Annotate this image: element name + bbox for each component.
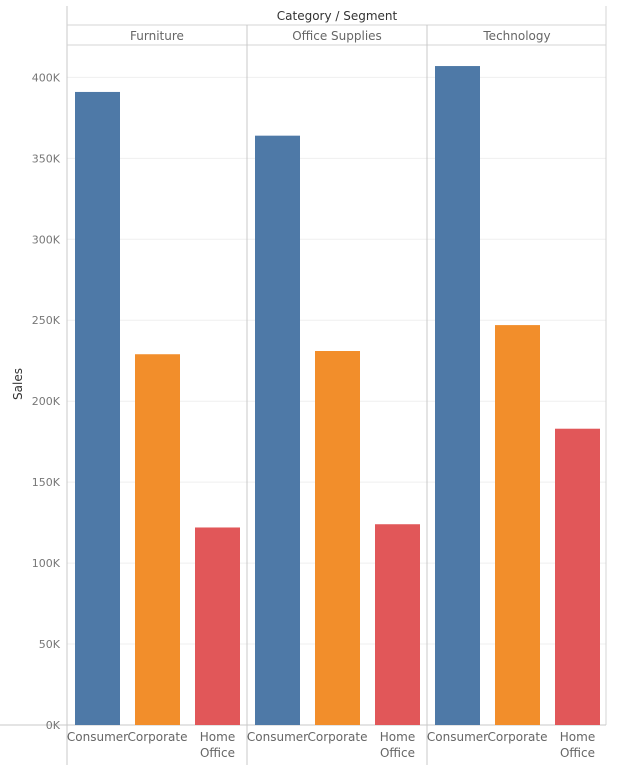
bar-office-supplies-consumer	[255, 135, 300, 725]
bar-furniture-consumer	[75, 91, 120, 725]
bar-office-supplies-home-office	[375, 524, 420, 725]
y-tick-label-50k: 50K	[39, 638, 61, 651]
y-tick-label-0k: 0K	[46, 719, 61, 732]
bar-furniture-home-office	[195, 527, 240, 725]
y-axis-label: Sales	[11, 368, 25, 400]
category-header-furniture: Furniture	[130, 29, 184, 43]
y-tick-label-300k: 300K	[32, 233, 61, 246]
x-tick-label-furniture-consumer: Consumer	[67, 730, 128, 744]
x-tick-label-office-supplies-consumer: Consumer	[247, 730, 308, 744]
y-tick-labels: 0K 50K 100K 150K 200K 250K 300K 350K 400K	[32, 71, 61, 732]
y-tick-label-150k: 150K	[32, 476, 61, 489]
y-tick-label-200k: 200K	[32, 395, 61, 408]
chart-title: Category / Segment	[277, 9, 398, 23]
bar-technology-home-office	[555, 428, 600, 725]
category-header-office-supplies: Office Supplies	[292, 29, 382, 43]
y-tick-label-350k: 350K	[32, 152, 61, 165]
x-tick-label-office-supplies-home-office: Home Office	[380, 730, 415, 760]
x-tick-label-technology-corporate: Corporate	[488, 730, 548, 744]
y-tick-label-250k: 250K	[32, 314, 61, 327]
y-tick-label-400k: 400K	[32, 71, 61, 84]
bar-technology-corporate	[495, 325, 540, 725]
category-headers: Furniture Office Supplies Technology	[130, 29, 551, 43]
x-tick-label-furniture-home-office: Home Office	[200, 730, 235, 760]
category-header-technology: Technology	[482, 29, 550, 43]
bar-office-supplies-corporate	[315, 351, 360, 725]
x-tick-label-furniture-corporate: Corporate	[128, 730, 188, 744]
bar-furniture-corporate	[135, 354, 180, 725]
y-tick-label-100k: 100K	[32, 557, 61, 570]
bar-technology-consumer	[435, 66, 480, 726]
bars	[75, 66, 600, 726]
x-tick-label-technology-consumer: Consumer	[427, 730, 488, 744]
x-tick-label-technology-home-office: Home Office	[560, 730, 595, 760]
x-tick-label-office-supplies-corporate: Corporate	[308, 730, 368, 744]
